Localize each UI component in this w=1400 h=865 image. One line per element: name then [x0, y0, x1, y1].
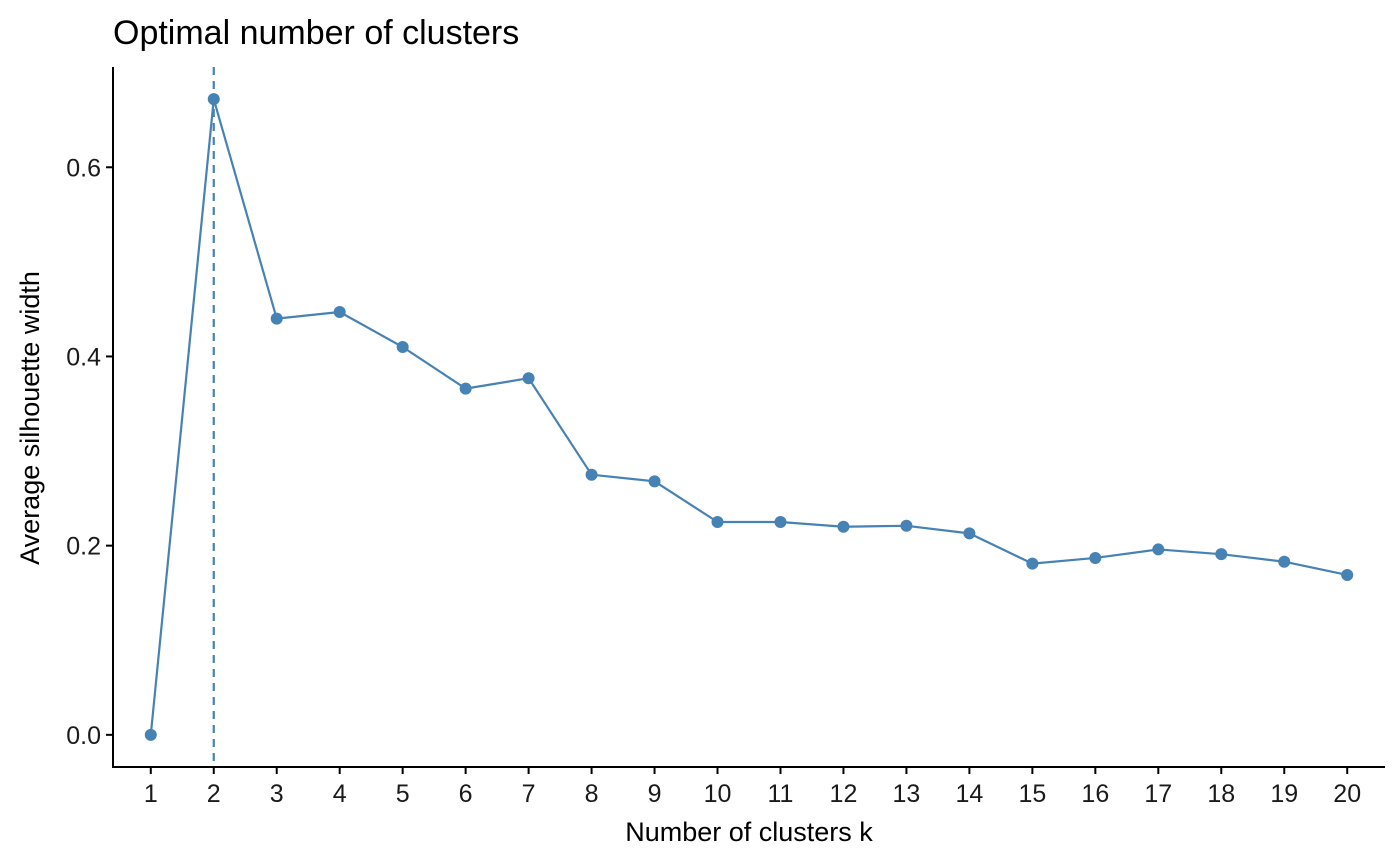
y-axis-title: Average silhouette width: [15, 271, 45, 565]
x-axis-title: Number of clusters k: [625, 817, 873, 847]
x-tick-label: 18: [1207, 780, 1235, 808]
x-tick-label: 7: [522, 780, 536, 808]
data-point-k12: [837, 520, 850, 533]
x-tick-label: 11: [768, 780, 794, 808]
data-point-k10: [711, 516, 724, 528]
data-point-k15: [1026, 557, 1039, 570]
x-tick-label: 8: [585, 780, 599, 808]
data-point-k20: [1341, 568, 1354, 581]
data-point-k9: [648, 475, 661, 488]
data-point-k2: [207, 93, 220, 106]
data-point-k1: [144, 728, 157, 741]
chart-title: Optimal number of clusters: [113, 14, 519, 52]
x-tick-label: 20: [1333, 780, 1361, 808]
axes: 0.00.20.40.61 2 3 4 5 6 7 8 9 10 11 12 13 14 15 16 17 18 1…: [66, 67, 1385, 808]
x-tick-label: 2: [207, 780, 221, 808]
x-tick-label: 16: [1081, 780, 1109, 808]
data-point-k4: [333, 306, 346, 318]
x-tick-label: 17: [1144, 780, 1172, 808]
x-tick-label: 12: [830, 780, 858, 808]
x-tick-label: 15: [1018, 780, 1046, 808]
data-point-k6: [459, 382, 472, 395]
data-point-k13: [900, 519, 913, 532]
x-tick-label: 5: [396, 780, 410, 808]
y-tick-label: 0.0: [66, 722, 101, 750]
y-tick-label: 0.2: [66, 533, 101, 561]
x-tick-label: 10: [704, 780, 732, 808]
series-line: [149, 98, 1348, 735]
x-tick-label: 1: [144, 780, 158, 808]
x-tick-label: 4: [333, 780, 347, 808]
data-point-k3: [270, 312, 283, 325]
x-tick-label: 9: [648, 780, 662, 808]
data-point-k14: [963, 527, 976, 540]
plot-area: [144, 67, 1354, 767]
x-tick-label: 14: [955, 780, 983, 808]
data-point-k11: [774, 516, 787, 528]
x-tick-label: 3: [270, 780, 284, 808]
y-tick-label: 0.4: [66, 343, 101, 371]
data-point-k7: [522, 372, 535, 385]
data-point-k16: [1089, 551, 1102, 564]
data-point-k18: [1215, 548, 1228, 561]
x-tick-label: 13: [893, 780, 921, 808]
data-point-k8: [585, 468, 598, 481]
data-point-k17: [1152, 543, 1165, 556]
x-tick-label: 19: [1270, 780, 1298, 808]
x-tick-label: 6: [459, 780, 473, 808]
data-point-k5: [396, 341, 409, 353]
y-tick-label: 0.6: [66, 154, 101, 182]
data-point-k19: [1278, 555, 1291, 568]
